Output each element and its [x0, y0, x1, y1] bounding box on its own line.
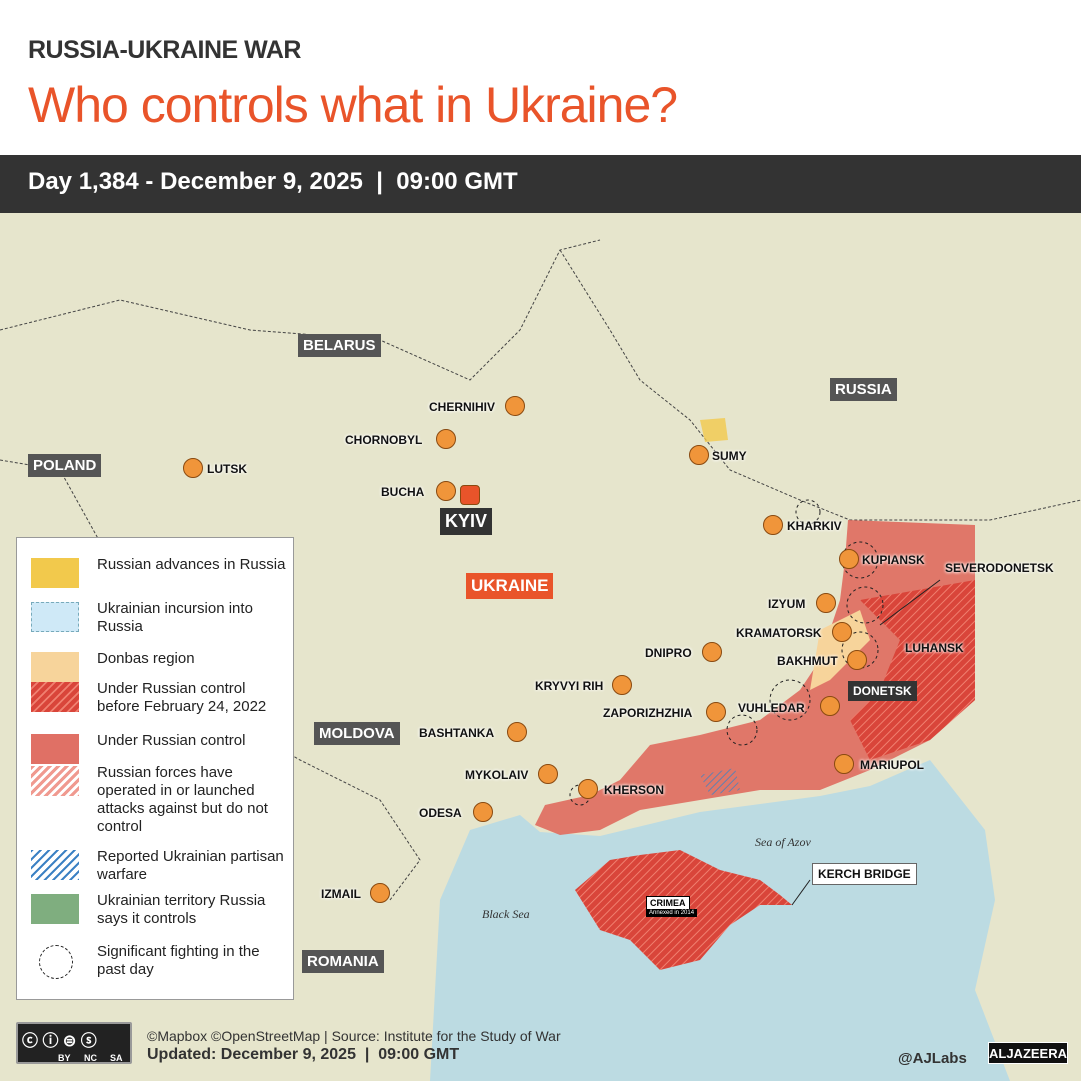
city-label-sumy: SUMY [712, 449, 747, 463]
city-label-severodonetsk: SEVERODONETSK [945, 561, 1054, 575]
legend: Russian advances in Russia Ukrainian inc… [16, 537, 294, 1000]
legend-swatch [31, 652, 79, 682]
city-label-dnipro: DNIPRO [645, 646, 692, 660]
city-label-kramatorsk: KRAMATORSK [736, 626, 822, 640]
capital-marker [460, 485, 480, 505]
city-marker [507, 722, 527, 742]
city-marker [370, 883, 390, 903]
cc-icon: ⓒ ⓘ ⊜ ⓢ [22, 1033, 97, 1050]
legend-swatch [31, 766, 79, 796]
country-label-moldova: MOLDOVA [314, 722, 400, 745]
country-label-russia: RUSSIA [830, 378, 897, 401]
city-label-bashtanka: BASHTANKA [419, 726, 495, 740]
country-label-poland: POLAND [28, 454, 102, 477]
header: RUSSIA-UKRAINE WAR Who controls what in … [0, 0, 1081, 155]
legend-swatch [31, 558, 79, 588]
social-handle: @AJLabs [898, 1050, 967, 1067]
city-label-donetsk: DONETSK [848, 681, 917, 701]
city-label-kharkiv: KHARKIV [787, 519, 842, 533]
city-label-bucha: BUCHA [381, 485, 425, 499]
label-kerch-bridge: KERCH BRIDGE [812, 863, 917, 885]
city-label-izyum: IZYUM [768, 597, 806, 611]
map-shapes [0, 239, 1081, 1081]
city-label-mykolaiv: MYKOLAIV [465, 768, 529, 782]
city-label-chornobyl: CHORNOBYL [345, 433, 423, 447]
city-label-kryvyi-rih: KRYVYI RIH [535, 679, 604, 693]
city-label-kherson: KHERSON [604, 783, 665, 797]
city-marker [847, 650, 867, 670]
pre-2022-area [850, 580, 975, 760]
city-marker [436, 481, 456, 501]
city-label-kupiansk: KUPIANSK [862, 553, 925, 567]
city-marker [702, 642, 722, 662]
city-marker [473, 802, 493, 822]
city-label-bakhmut: BAKHMUT [777, 654, 838, 668]
city-marker [763, 515, 783, 535]
city-marker [183, 458, 203, 478]
credits: ©Mapbox ©OpenStreetMap | Source: Institu… [147, 1028, 561, 1044]
city-label-vuhledar: VUHLEDAR [738, 701, 805, 715]
city-marker [578, 779, 598, 799]
label-crimea: CRIMEA [646, 896, 690, 910]
city-label-odesa: ODESA [419, 806, 462, 820]
partisan-area [700, 768, 740, 795]
city-marker [834, 754, 854, 774]
city-label-izmail: IZMAIL [321, 887, 361, 901]
country-label-romania: ROMANIA [302, 950, 384, 973]
city-marker [820, 696, 840, 716]
legend-swatch [39, 945, 73, 979]
country-label-belarus: BELARUS [298, 334, 381, 357]
creative-commons-badge: ⓒ ⓘ ⊜ ⓢ BY NC SA [16, 1022, 132, 1064]
city-label-kyiv: KYIV [440, 508, 493, 535]
kicker: RUSSIA-UKRAINE WAR [28, 36, 301, 64]
legend-swatch [31, 602, 79, 632]
city-marker [689, 445, 709, 465]
sumy-advance [700, 418, 728, 442]
donbas-region [810, 610, 870, 690]
label-crimea-note: Annexed in 2014 [646, 909, 698, 917]
legend-swatch [31, 850, 79, 880]
page-title: Who controls what in Ukraine? [28, 77, 678, 133]
city-marker [839, 549, 859, 569]
sea-label-black: Black Sea [482, 907, 530, 921]
occupied-area [535, 520, 975, 835]
city-marker [706, 702, 726, 722]
city-marker [612, 675, 632, 695]
city-marker [832, 622, 852, 642]
city-marker [816, 593, 836, 613]
city-label-mariupol: MARIUPOL [860, 758, 924, 772]
day-bar: Day 1,384 - December 9, 2025 | 09:00 GMT [0, 155, 1081, 213]
city-label-chernihiv: CHERNIHIV [429, 400, 496, 414]
legend-swatch [31, 894, 79, 924]
aljazeera-logo: ALJAZEERA [988, 1042, 1068, 1064]
city-marker [538, 764, 558, 784]
city-marker [505, 396, 525, 416]
legend-swatch [31, 682, 79, 712]
city-label-lutsk: LUTSK [207, 462, 247, 476]
city-label-luhansk: LUHANSK [905, 641, 964, 655]
city-marker [436, 429, 456, 449]
country-label-ukraine: UKRAINE [466, 573, 554, 599]
sea-label-azov: Sea of Azov [755, 835, 811, 849]
legend-swatch [31, 734, 79, 764]
updated-timestamp: Updated: December 9, 2025 | 09:00 GMT [147, 1046, 460, 1063]
city-label-zaporizhzhia: ZAPORIZHZHIA [603, 706, 693, 720]
